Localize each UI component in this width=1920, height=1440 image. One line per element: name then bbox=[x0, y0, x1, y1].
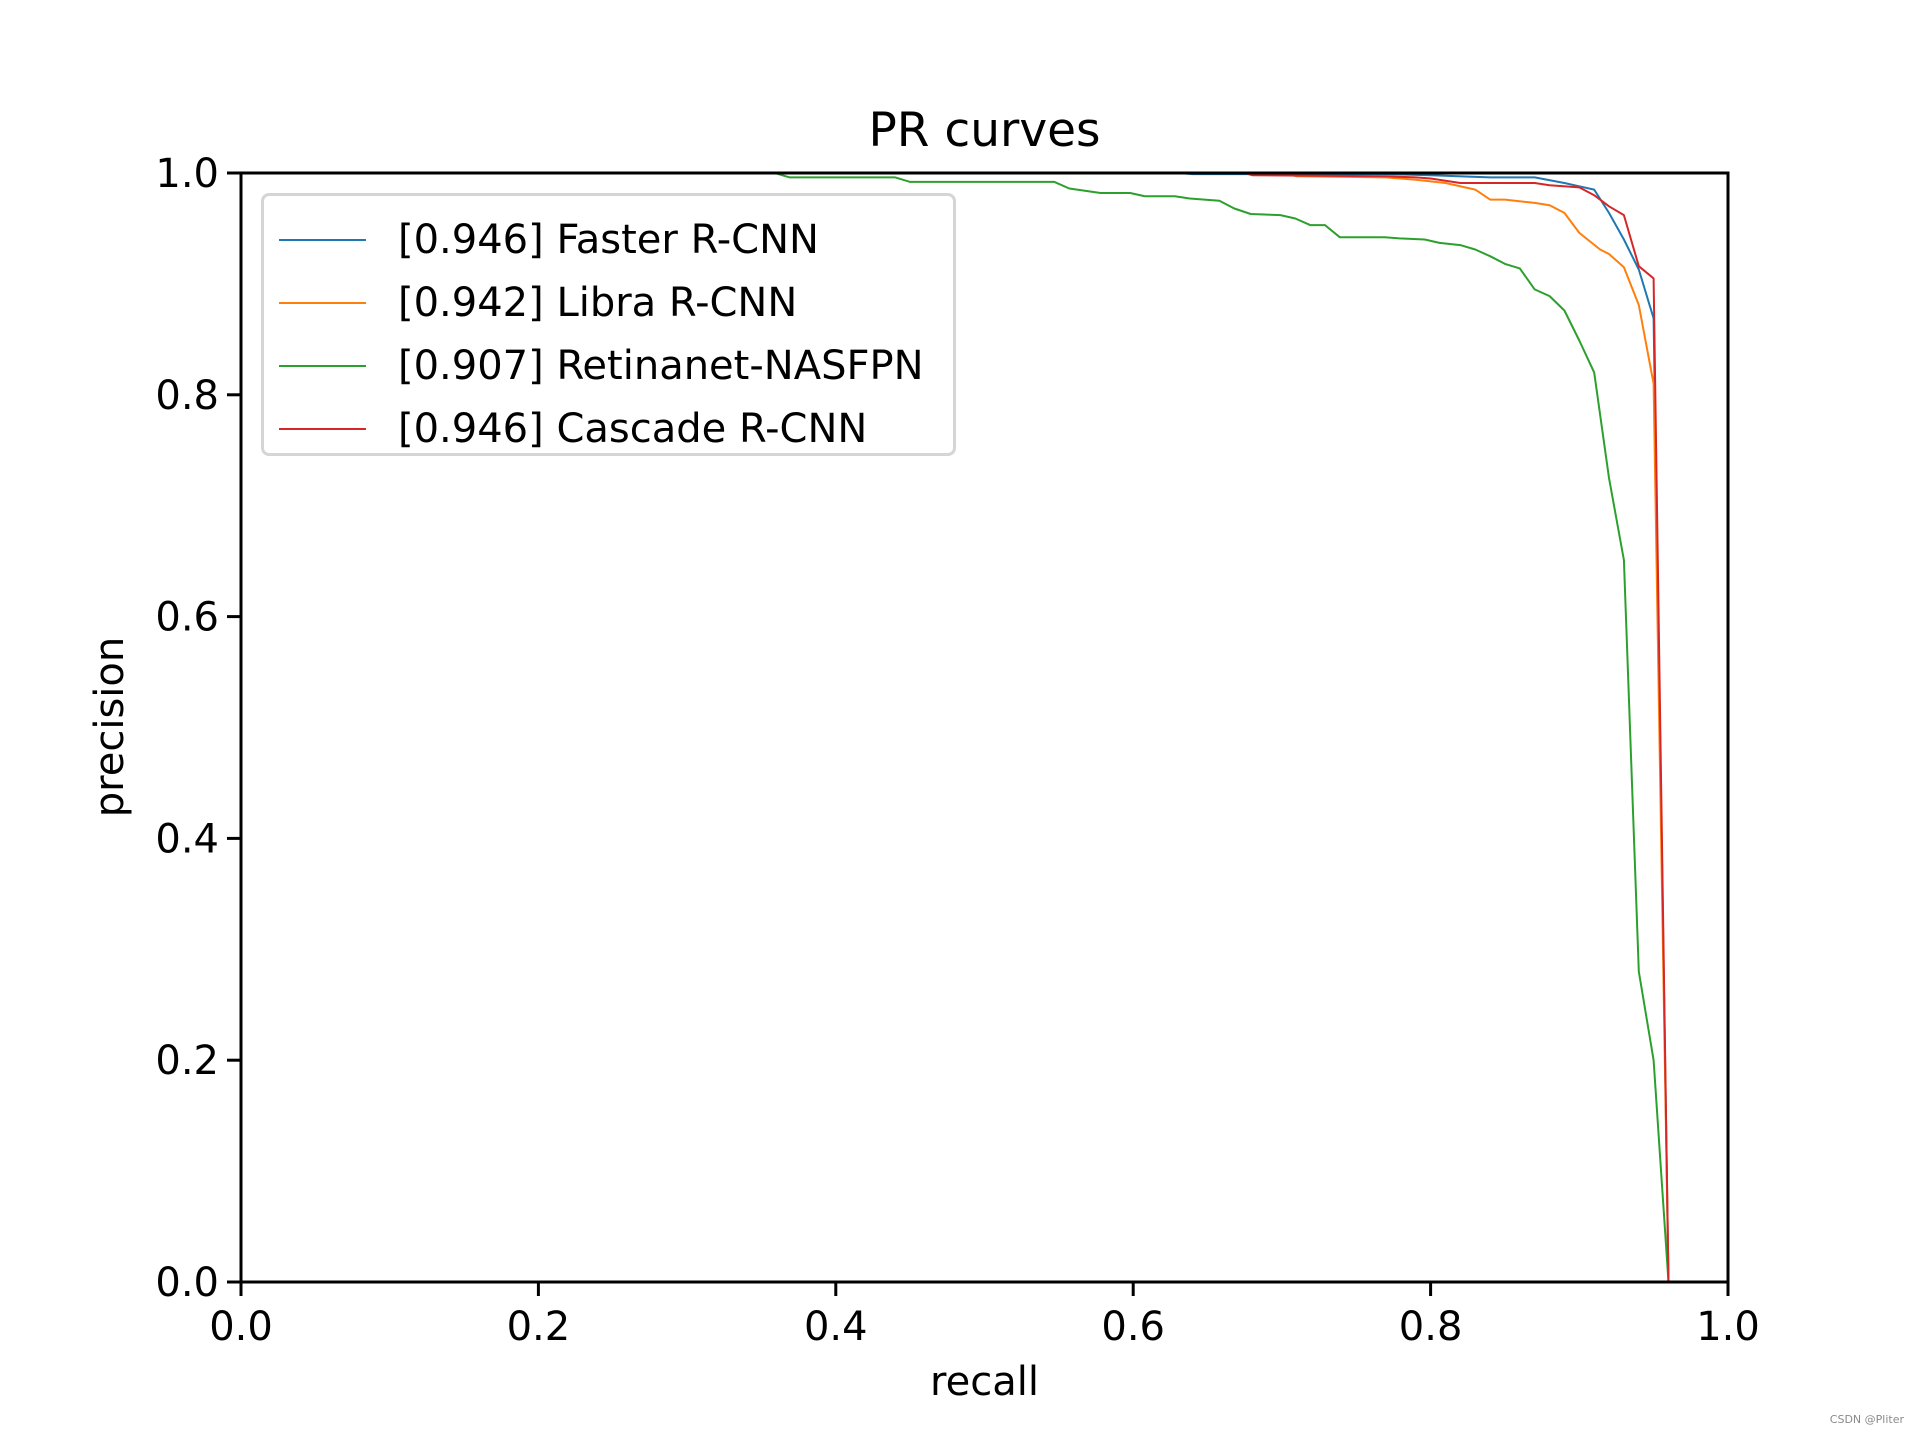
line-swatch-icon bbox=[279, 301, 366, 304]
legend-item-cascade-rcnn: [0.946] Cascade R-CNN bbox=[264, 397, 867, 460]
y-tick-label: 0.0 bbox=[155, 1260, 219, 1306]
x-tick-label: 0.2 bbox=[507, 1304, 571, 1350]
x-tick-label: 0.8 bbox=[1399, 1304, 1463, 1350]
curve-cascade-r-cnn bbox=[241, 172, 1728, 1283]
x-axis-ticks: 0.0 0.2 0.4 0.6 0.8 1.0 bbox=[209, 1282, 1760, 1350]
x-tick-label: 0.4 bbox=[804, 1304, 868, 1350]
y-axis-label: precision bbox=[87, 636, 133, 818]
legend-label: [0.907] Retinanet-NASFPN bbox=[398, 342, 924, 389]
plot-frame bbox=[239, 171, 1730, 1284]
line-swatch-icon bbox=[279, 427, 366, 430]
watermark: CSDN @Pliter bbox=[1829, 1413, 1904, 1426]
curve-retinanet-nasfpn bbox=[241, 172, 1728, 1283]
x-tick-label: 1.0 bbox=[1696, 1304, 1760, 1350]
y-tick-label: 0.8 bbox=[155, 373, 219, 419]
legend-label: [0.946] Faster R-CNN bbox=[398, 216, 819, 263]
y-tick-label: 0.2 bbox=[155, 1038, 219, 1084]
y-axis-ticks: 0.0 0.2 0.4 0.6 0.8 1.0 bbox=[155, 151, 241, 1306]
legend-item-retinanet-nasfpn: [0.907] Retinanet-NASFPN bbox=[264, 334, 924, 397]
legend-item-libra-rcnn: [0.942] Libra R-CNN bbox=[264, 271, 797, 334]
y-tick-label: 1.0 bbox=[155, 151, 219, 197]
curve-libra-r-cnn bbox=[241, 172, 1728, 1283]
legend-label: [0.946] Cascade R-CNN bbox=[398, 405, 868, 452]
line-swatch-icon bbox=[279, 238, 366, 241]
line-swatch-icon bbox=[279, 364, 366, 367]
pr-curves bbox=[241, 172, 1728, 1283]
legend-label: [0.942] Libra R-CNN bbox=[398, 279, 798, 326]
x-tick-label: 0.0 bbox=[209, 1304, 273, 1350]
legend: [0.946] Faster R-CNN [0.942] Libra R-CNN… bbox=[261, 193, 956, 456]
y-tick-label: 0.6 bbox=[155, 595, 219, 641]
x-axis-label: recall bbox=[930, 1359, 1039, 1405]
chart-title: PR curves bbox=[868, 103, 1101, 158]
legend-item-faster-rcnn: [0.946] Faster R-CNN bbox=[264, 208, 819, 271]
y-tick-label: 0.4 bbox=[155, 816, 219, 862]
x-tick-label: 0.6 bbox=[1101, 1304, 1165, 1350]
